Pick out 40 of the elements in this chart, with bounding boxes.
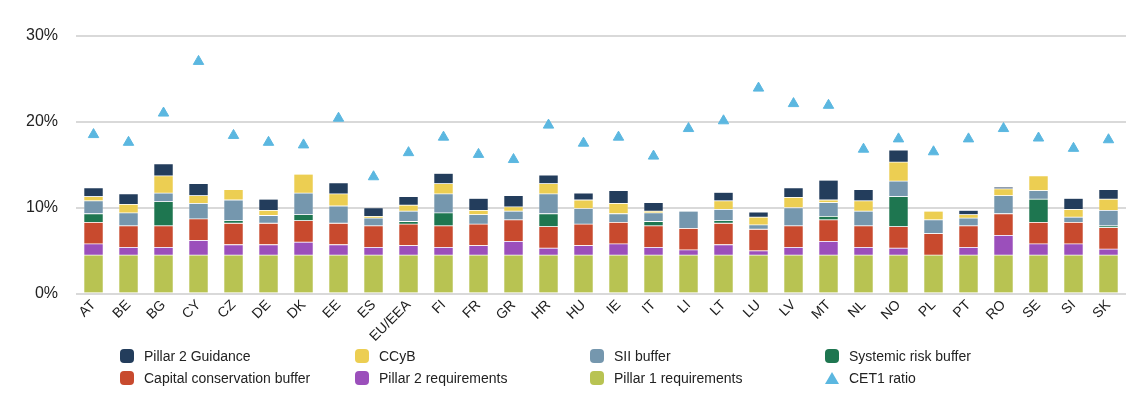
x-tick-label: CY — [178, 295, 204, 322]
x-tick-label: NL — [844, 296, 869, 321]
legend-label: Pillar 1 requirements — [614, 370, 743, 386]
x-tick-label: HU — [562, 296, 589, 322]
x-tick-label: IE — [602, 296, 624, 317]
legend-label: SII buffer — [614, 348, 671, 364]
y-tick-label: 0% — [34, 284, 59, 302]
x-tick-label: FI — [428, 296, 449, 317]
x-tick-label: LI — [673, 296, 694, 316]
x-tick-label: FR — [458, 296, 484, 321]
y-tick-label: 20% — [25, 112, 59, 130]
x-tick-label: AT — [75, 295, 99, 320]
x-tick-label: SK — [1088, 295, 1114, 321]
legend-label: CCyB — [379, 348, 416, 364]
x-tick-label: BE — [108, 296, 134, 321]
legend-label: Systemic risk buffer — [849, 348, 971, 364]
x-tick-label: EE — [318, 296, 344, 321]
x-tick-label: LT — [706, 295, 729, 319]
legend-label: Pillar 2 requirements — [379, 370, 508, 386]
x-tick-label: SI — [1057, 296, 1079, 317]
x-tick-label: NO — [877, 296, 904, 323]
legend-label: Capital conservation buffer — [144, 370, 311, 386]
x-tick-label: LU — [739, 296, 764, 321]
x-tick-label: DK — [283, 295, 309, 322]
x-tick-label: CZ — [213, 295, 239, 321]
x-tick-label: PL — [914, 296, 939, 320]
x-tick-label: MT — [807, 295, 834, 322]
x-tick-label: BG — [142, 296, 169, 322]
x-tick-label: RO — [982, 296, 1009, 323]
x-tick-label: PT — [949, 295, 974, 321]
x-tick-label: IT — [638, 295, 659, 317]
legend-label: Pillar 2 Guidance — [144, 348, 251, 364]
y-tick-label: 30% — [25, 26, 59, 44]
x-tick-label: HR — [527, 296, 554, 322]
x-tick-label: SE — [1018, 296, 1044, 321]
x-tick-label: DE — [248, 296, 274, 322]
x-tick-label: GR — [492, 296, 519, 323]
y-tick-label: 10% — [25, 198, 59, 216]
legend-label: CET1 ratio — [849, 370, 916, 386]
x-tick-label: LV — [775, 295, 799, 319]
